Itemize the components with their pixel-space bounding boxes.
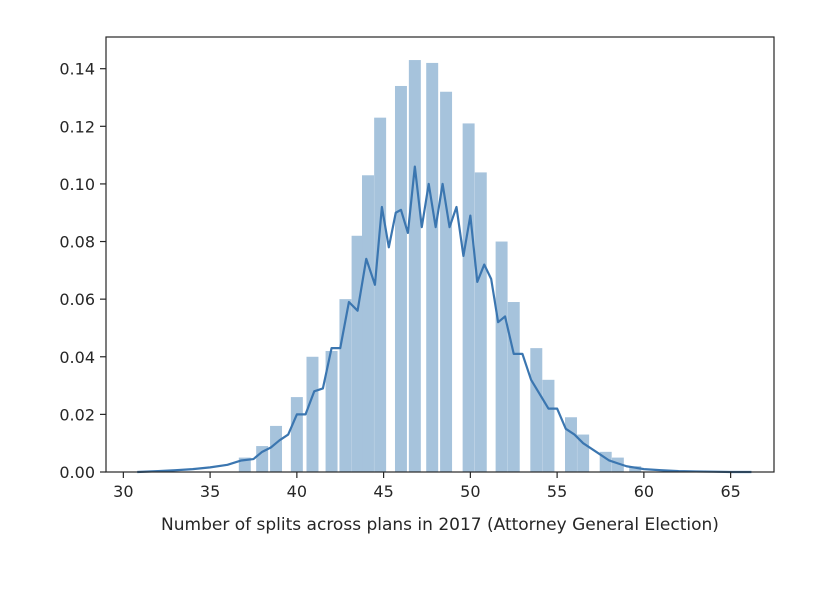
- histogram-bar: [542, 379, 555, 472]
- x-tick-label: 60: [634, 482, 654, 501]
- histogram-bar: [507, 302, 520, 472]
- x-tick-label: 65: [720, 482, 740, 501]
- histogram-bar: [290, 397, 303, 472]
- histogram-bar: [362, 175, 374, 472]
- y-tick-label: 0.04: [59, 348, 95, 367]
- histogram-bar: [306, 356, 319, 472]
- histogram-bar: [474, 172, 487, 472]
- histogram-bar: [339, 299, 352, 472]
- y-axis-ticks: 0.00 0.02 0.04 0.06 0.08 0.10 0.12 0.14: [59, 60, 106, 482]
- plot-frame: [105, 36, 775, 473]
- y-tick-label: 0.08: [59, 233, 95, 252]
- histogram-bar: [599, 451, 612, 472]
- histogram-bar: [270, 425, 283, 472]
- histogram-bar: [238, 457, 251, 472]
- histogram-bar: [256, 446, 269, 472]
- kde-layer: [137, 165, 752, 474]
- x-tick-label: 30: [113, 482, 133, 501]
- histogram-bar: [629, 466, 642, 472]
- x-axis-label: Number of splits across plans in 2017 (A…: [161, 515, 719, 535]
- x-tick-label: 35: [200, 482, 220, 501]
- y-tick-label: 0.06: [59, 290, 95, 309]
- y-tick-label: 0.02: [59, 405, 95, 424]
- histogram-bar: [565, 417, 577, 472]
- y-tick-label: 0.12: [59, 117, 95, 136]
- histogram-bar: [374, 117, 387, 472]
- histogram-bar: [495, 241, 508, 472]
- bars-layer: [238, 60, 642, 473]
- kde-density-line: [137, 165, 752, 474]
- x-tick-label: 55: [547, 482, 567, 501]
- y-tick-label: 0.14: [59, 60, 95, 79]
- histogram-bar: [394, 85, 407, 472]
- histogram-bar: [611, 457, 624, 472]
- histogram-bar: [530, 348, 543, 472]
- x-tick-label: 45: [373, 482, 393, 501]
- x-tick-label: 40: [287, 482, 307, 501]
- histogram-bar: [351, 235, 364, 472]
- histogram-bar: [426, 62, 439, 473]
- y-tick-label: 0.10: [59, 175, 95, 194]
- histogram-bar: [325, 351, 338, 472]
- x-axis-ticks: 30 35 40 45 50 55 60 65: [113, 472, 741, 501]
- histogram-bar: [408, 60, 421, 473]
- histogram-bar: [577, 434, 590, 472]
- y-tick-label: 0.00: [59, 463, 95, 482]
- histogram-bar: [462, 123, 475, 473]
- x-tick-label: 50: [460, 482, 480, 501]
- histogram-bar: [440, 91, 453, 473]
